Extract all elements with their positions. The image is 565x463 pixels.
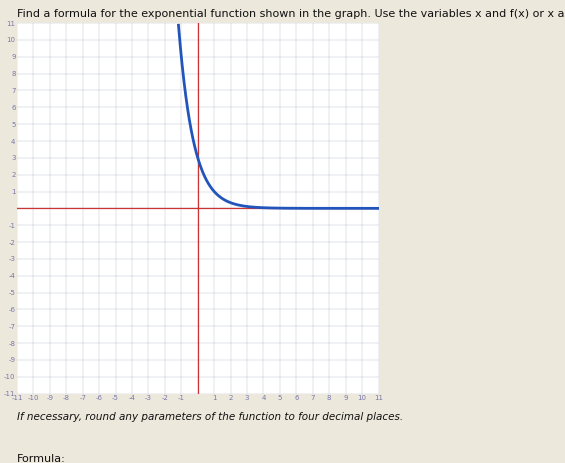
Text: Find a formula for the exponential function shown in the graph. Use the variable: Find a formula for the exponential funct… xyxy=(17,8,565,19)
Text: If necessary, round any parameters of the function to four decimal places.: If necessary, round any parameters of th… xyxy=(17,412,403,422)
Text: Formula:: Formula: xyxy=(17,454,66,463)
